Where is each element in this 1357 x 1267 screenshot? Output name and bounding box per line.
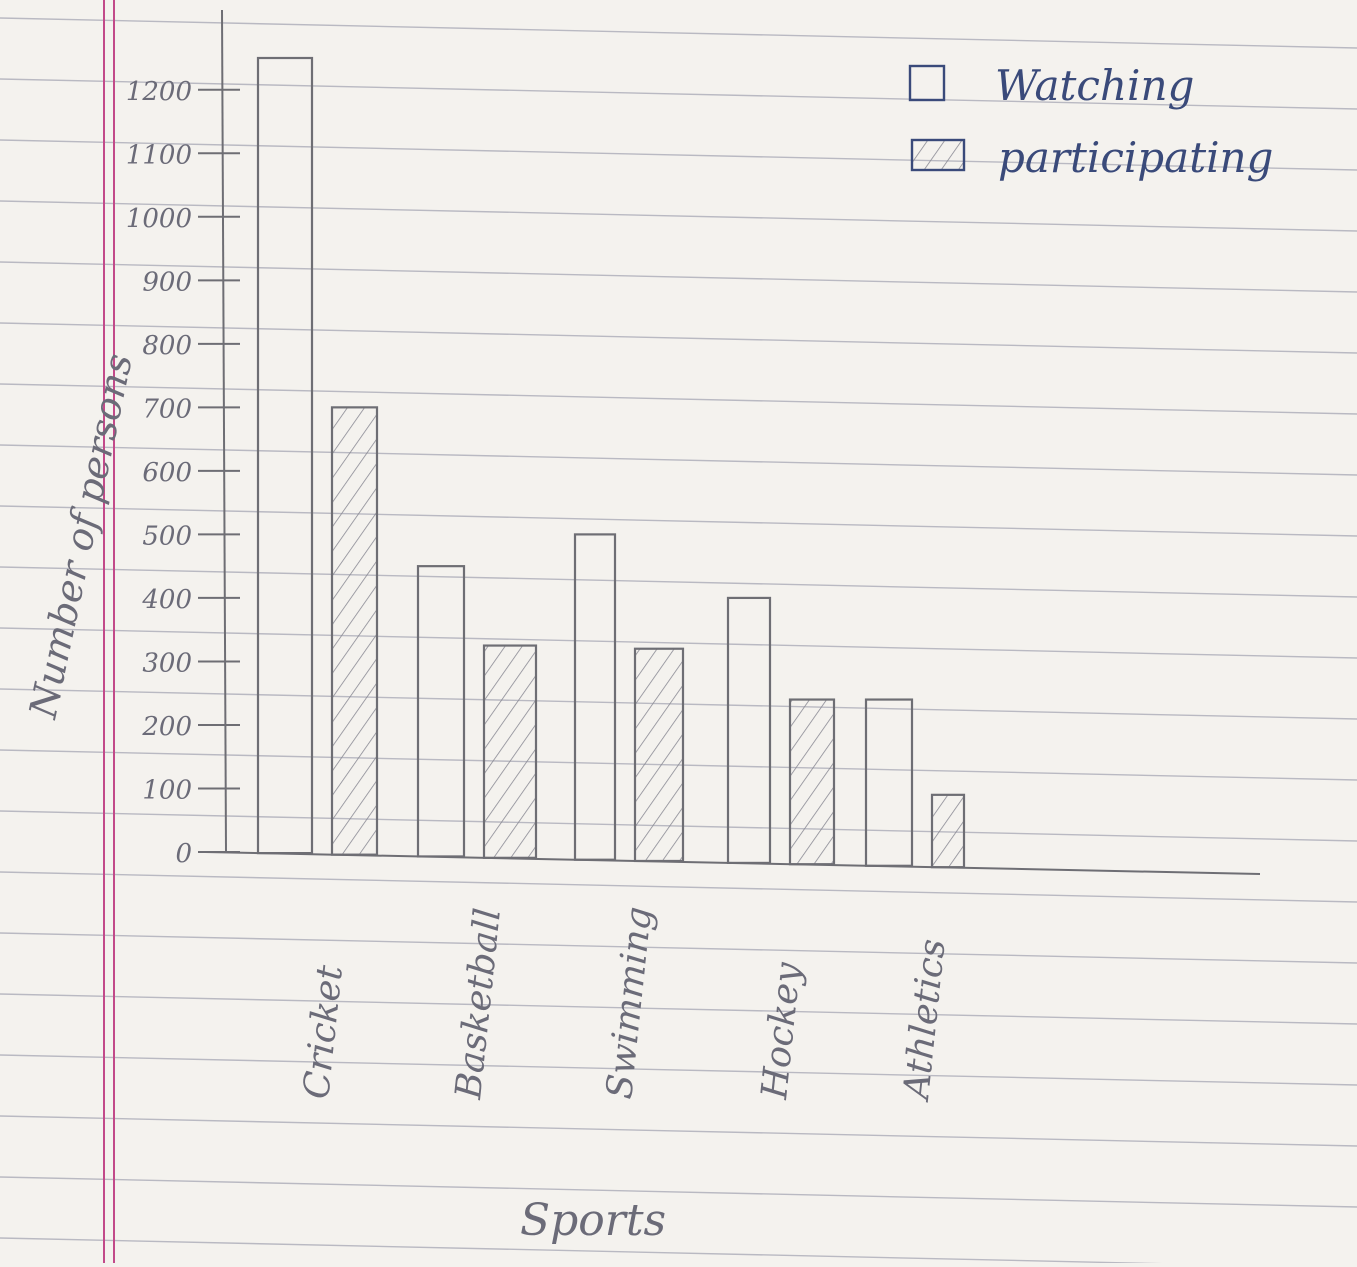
ruled-line	[0, 1054, 1357, 1086]
bar-participating-hockey	[788, 698, 836, 866]
bar-watching-athletics	[864, 698, 914, 867]
ruled-line	[0, 139, 1357, 171]
bar-participating-swimming	[633, 647, 685, 863]
bar-participating-athletics	[930, 793, 966, 869]
y-tick-label: 300	[142, 648, 192, 678]
y-axis-label: Number of persons	[21, 350, 141, 723]
x-tick-label: Cricket	[296, 963, 351, 1101]
ruled-line	[0, 261, 1357, 293]
ruled-line	[0, 322, 1357, 354]
bars	[256, 56, 966, 869]
ruled-line	[0, 871, 1357, 903]
x-tick-label: Basketball	[448, 906, 509, 1102]
y-tick-label: 0	[175, 839, 192, 869]
y-tick-label: 800	[142, 331, 192, 361]
legend: Watching participating	[908, 61, 1273, 182]
legend-label-participating: participating	[998, 133, 1273, 182]
y-tick-label: 700	[142, 394, 192, 424]
ruled-line	[0, 17, 1357, 49]
ruled-line	[0, 993, 1357, 1025]
y-tick-label: 1000	[126, 204, 192, 234]
y-axis-line	[221, 9, 227, 853]
bar-watching-cricket	[256, 56, 314, 855]
y-tick-label: 500	[142, 521, 192, 551]
ruled-line	[0, 1237, 1344, 1267]
y-tick-label: 900	[142, 267, 192, 297]
x-tick-label: Hockey	[754, 960, 809, 1102]
y-tick-label: 400	[141, 585, 192, 615]
ruled-line	[0, 78, 1357, 110]
bar-participating-cricket	[330, 406, 379, 856]
ruled-line	[0, 383, 1357, 415]
ruled-line	[0, 627, 1357, 659]
bar-participating-basketball	[482, 644, 538, 859]
y-tick-label: 100	[142, 775, 192, 805]
x-axis-label: Sports	[520, 1195, 666, 1246]
y-tick-label: 200	[141, 712, 192, 742]
ruled-line	[0, 505, 1357, 537]
y-ticks: 0 100 200 300 400 500 600 700 800 900 1000 1100 1200	[126, 77, 240, 869]
x-tick-label: Swimming	[599, 905, 660, 1101]
ruled-line	[0, 444, 1357, 476]
y-tick-label: 600	[142, 458, 192, 488]
ruled-line	[0, 932, 1357, 964]
ruled-line	[0, 1176, 1357, 1208]
legend-label-watching: Watching	[995, 61, 1194, 110]
legend-swatch-watching	[908, 64, 946, 102]
y-tick-label: 1100	[126, 140, 192, 170]
bar-watching-swimming	[573, 533, 617, 861]
x-tick-label: Athletics	[896, 937, 954, 1104]
y-tick-label: 1200	[126, 77, 192, 107]
bar-watching-basketball	[416, 565, 466, 858]
bar-watching-hockey	[726, 596, 772, 865]
ruled-line	[0, 566, 1357, 598]
ruled-line	[0, 200, 1357, 232]
legend-swatch-participating	[910, 138, 966, 172]
ruled-line	[0, 1115, 1357, 1147]
